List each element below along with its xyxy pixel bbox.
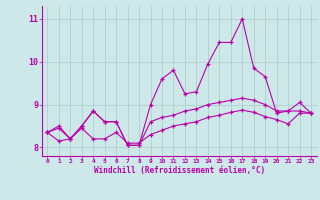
X-axis label: Windchill (Refroidissement éolien,°C): Windchill (Refroidissement éolien,°C) [94,166,265,175]
